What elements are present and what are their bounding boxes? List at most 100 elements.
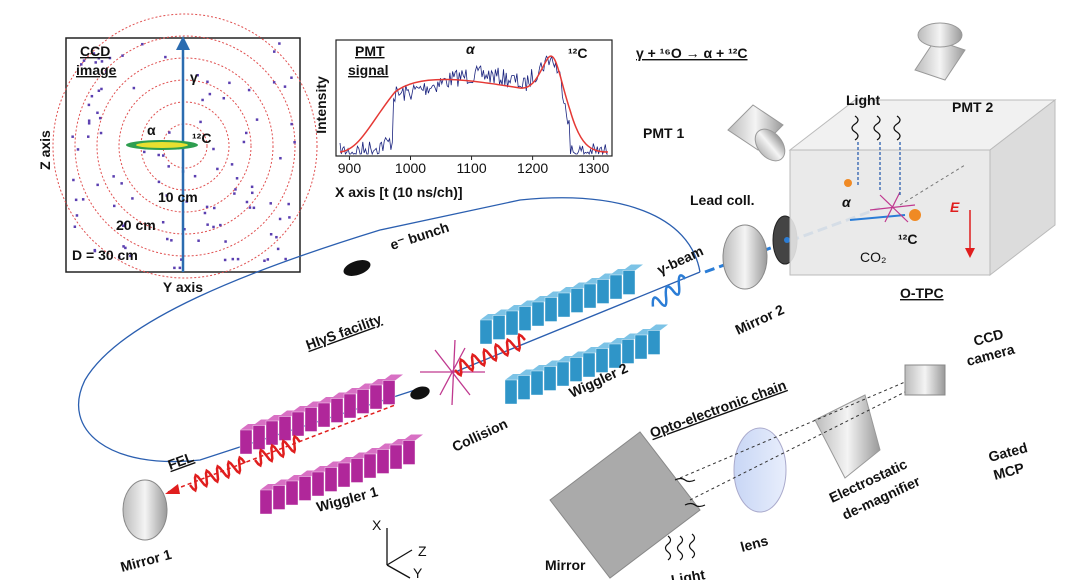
magnet	[272, 485, 286, 510]
magnet	[252, 425, 266, 450]
hit	[92, 52, 96, 55]
optics-mirror	[549, 431, 701, 579]
hit	[275, 235, 278, 239]
magnet	[504, 379, 518, 405]
ccd-title: image	[76, 62, 117, 78]
hit	[76, 148, 80, 151]
hit	[108, 56, 112, 60]
hit	[82, 59, 86, 62]
magnet	[259, 489, 273, 515]
hit	[129, 254, 132, 258]
hit	[228, 81, 231, 85]
hit	[100, 60, 104, 63]
hit	[222, 96, 226, 100]
magnet	[505, 310, 519, 336]
hit	[96, 183, 99, 187]
hit	[208, 92, 212, 96]
hit	[164, 55, 167, 59]
magnet	[350, 458, 364, 483]
magnet	[311, 471, 325, 497]
optical-path	[679, 381, 906, 501]
hit	[165, 194, 169, 197]
collision-star	[420, 339, 485, 406]
hit	[98, 116, 102, 120]
hit	[132, 86, 136, 90]
hit	[97, 56, 101, 60]
hit	[287, 202, 290, 206]
hit	[157, 180, 161, 184]
hit	[131, 197, 134, 200]
hit	[87, 135, 90, 138]
hit	[161, 154, 165, 157]
magnet	[492, 315, 506, 340]
magnet	[582, 352, 596, 378]
otpc-box	[788, 98, 1057, 277]
alpha-label: α	[466, 41, 476, 57]
hit	[104, 70, 108, 73]
hit	[252, 206, 256, 210]
hit	[250, 185, 254, 189]
pmt-title: PMT	[355, 43, 385, 59]
wigglers	[239, 264, 668, 515]
coordinate-axes	[386, 528, 413, 579]
hit	[121, 54, 124, 57]
magnet	[583, 283, 597, 309]
magnet	[382, 380, 396, 405]
bunch-label: e⁻ bunch	[388, 219, 451, 253]
hit	[284, 257, 287, 261]
magnet	[608, 343, 622, 369]
magnet	[557, 292, 571, 318]
hit	[193, 174, 197, 178]
pmt2-label: PMT 2	[952, 99, 993, 115]
ring-label: 10 cm	[158, 189, 198, 205]
hit	[283, 85, 287, 88]
hit	[143, 150, 146, 154]
magnet	[518, 306, 532, 331]
hit	[99, 131, 103, 135]
electron-bunch	[343, 260, 371, 276]
hit	[87, 119, 91, 122]
axis-x: X	[372, 517, 382, 533]
magnet	[634, 334, 648, 360]
reaction: γ + ¹⁶O → α + ¹²C	[636, 45, 748, 61]
magnet	[383, 374, 403, 381]
magnet	[317, 402, 331, 428]
magnet	[570, 288, 584, 313]
ccd-panel: CCD image Z axis Y axis γ α ¹²C 10 cm 20…	[37, 13, 318, 295]
hit	[212, 147, 215, 151]
hit	[72, 178, 75, 182]
magnet	[530, 370, 544, 396]
magnet	[403, 434, 423, 441]
axis-z: Z	[418, 543, 427, 559]
hit	[223, 258, 227, 262]
gamma-label: γ	[190, 69, 198, 85]
x-tick-label: 1300	[578, 160, 609, 176]
magnet	[304, 407, 318, 432]
mcp-label: MCP	[992, 459, 1026, 483]
hit	[183, 227, 186, 231]
hit	[288, 216, 291, 219]
fel-label: FEL	[166, 449, 197, 473]
hit	[248, 206, 252, 209]
hit	[230, 163, 234, 166]
hit	[167, 165, 170, 168]
hit	[112, 204, 116, 208]
mcp-label: Gated	[987, 439, 1029, 465]
demagnifier	[814, 394, 881, 479]
hit	[290, 76, 293, 79]
hit	[93, 249, 97, 253]
hit	[122, 245, 125, 248]
hit	[122, 224, 125, 228]
hit	[269, 202, 272, 205]
alpha-label: α	[147, 122, 156, 138]
hit	[233, 192, 236, 195]
hit	[234, 188, 237, 191]
magnet	[556, 361, 570, 387]
ccd-title: CCD	[80, 43, 110, 59]
hit	[266, 258, 270, 261]
hit	[278, 217, 282, 221]
hit	[203, 211, 207, 215]
magnet	[595, 348, 609, 373]
hit	[290, 122, 293, 126]
carbon-label: ¹²C	[192, 130, 211, 146]
